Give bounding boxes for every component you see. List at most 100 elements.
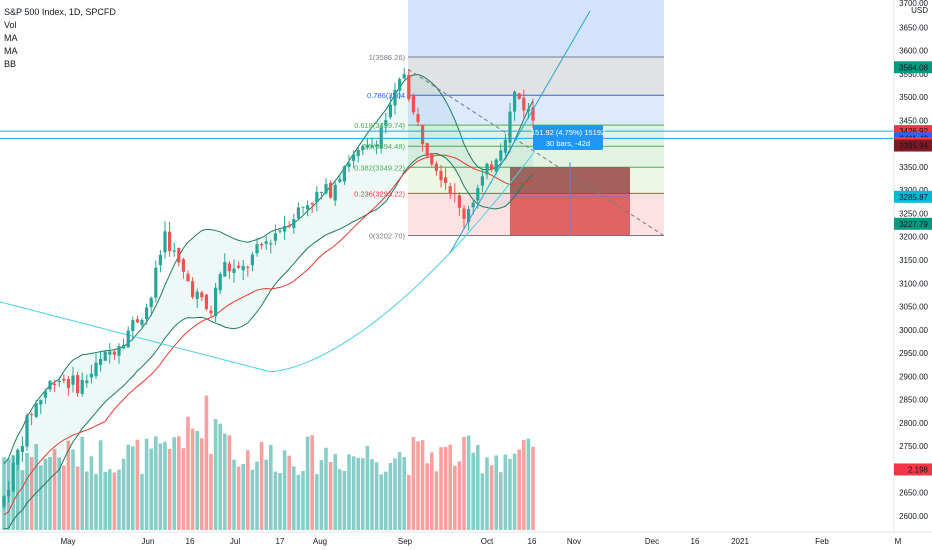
- volume-bar: [71, 449, 75, 530]
- price-tag: 3426.92: [894, 125, 932, 138]
- x-tick-label: 2021: [731, 537, 749, 546]
- candle-body: [140, 319, 144, 326]
- candle-body: [476, 187, 480, 201]
- candle-body: [89, 373, 93, 378]
- y-tick-label: 3650.00: [899, 23, 928, 32]
- indicator-vol[interactable]: Vol: [4, 20, 17, 30]
- bb-upper: [3, 73, 534, 465]
- candle-body: [264, 241, 268, 244]
- price-tags: 3564.083426.923411.423400.873395.943285.…: [894, 61, 932, 476]
- volume-bar: [517, 449, 521, 530]
- volume-bar: [494, 455, 498, 530]
- indicator-bb[interactable]: BB: [4, 59, 17, 69]
- candle-body: [94, 362, 98, 377]
- volume-bar: [121, 458, 126, 530]
- candle-body: [467, 209, 471, 223]
- fib-label: 1(3586.26): [369, 53, 406, 62]
- candle-body: [181, 259, 185, 272]
- candle-body: [517, 93, 521, 99]
- price-tag-text: 3426.92: [899, 127, 928, 136]
- volume-bar: [43, 458, 48, 530]
- y-tick-label: 3450.00: [899, 116, 928, 125]
- y-tick-label: 2850.00: [899, 396, 928, 405]
- volume-bar: [25, 452, 29, 530]
- fib-diagonal[interactable]: [407, 68, 665, 237]
- candle-body: [439, 170, 443, 181]
- candle-body: [444, 177, 448, 184]
- volume-bar: [384, 471, 388, 530]
- candle-body: [375, 144, 379, 147]
- volume-bar: [499, 472, 503, 530]
- volume-bar: [324, 447, 328, 530]
- candle-body: [485, 163, 489, 175]
- volume-bar: [213, 418, 218, 530]
- candle-body: [453, 193, 457, 195]
- candle-body: [241, 265, 245, 271]
- candle-body: [283, 225, 287, 232]
- volume-bar: [250, 469, 255, 530]
- y-tick-label: 3050.00: [899, 303, 928, 312]
- candle-body: [531, 107, 535, 121]
- price-tag-text: 3564.08: [899, 63, 928, 72]
- volume-bar: [94, 474, 98, 530]
- x-tick-label: Sep: [398, 537, 413, 546]
- y-tick-label: 3100.00: [899, 279, 928, 288]
- volume-bar: [181, 448, 186, 530]
- x-tick-label: May: [60, 537, 75, 546]
- volume-bar: [273, 471, 278, 530]
- candle-body: [135, 319, 139, 323]
- currency-label: USD: [911, 6, 928, 15]
- y-tick-label: 3300.00: [899, 186, 928, 195]
- candle-body: [172, 250, 176, 252]
- candle-body: [177, 247, 181, 263]
- candle-body: [508, 111, 512, 143]
- candle-body: [430, 153, 434, 165]
- volume-bar: [338, 469, 342, 530]
- candle-body: [48, 381, 52, 390]
- candle-body: [30, 414, 34, 416]
- candle-body: [20, 446, 24, 452]
- candle-body: [195, 291, 199, 299]
- volume-bar: [365, 445, 370, 530]
- volume-bar: [393, 458, 397, 530]
- volume-bar: [255, 461, 259, 530]
- volume-bar: [453, 465, 457, 530]
- volume-bar: [112, 472, 117, 530]
- volume-bar: [167, 448, 172, 530]
- volume-bar: [402, 457, 406, 530]
- indicator-ma-1[interactable]: MA: [4, 33, 18, 43]
- volume-bar: [186, 416, 190, 530]
- candle-body: [168, 231, 172, 252]
- candle-body: [34, 403, 38, 417]
- price-tag-text: 3227.79: [899, 220, 928, 229]
- y-tick-label: 2750.00: [899, 442, 928, 451]
- volume-bar: [292, 466, 296, 530]
- volume-bar: [98, 440, 103, 530]
- price-tag: 3395.94: [894, 139, 932, 152]
- indicator-ma-2[interactable]: MA: [4, 46, 18, 56]
- trend-line[interactable]: [449, 10, 591, 254]
- volume-bar: [80, 436, 84, 530]
- symbol-title[interactable]: S&P 500 Index, 1D, SPCFD: [4, 7, 116, 17]
- fib-label: 0.382(3349.22): [354, 163, 405, 172]
- candle-body: [471, 202, 475, 208]
- volume-bar: [140, 473, 144, 530]
- volume-bar: [34, 444, 38, 530]
- volume-bar: [388, 462, 393, 530]
- price-tag: 3285.87: [894, 190, 932, 203]
- candle-body: [145, 307, 149, 320]
- candle-body: [292, 219, 296, 229]
- price-tag-text: 3395.94: [899, 142, 928, 151]
- candle-body: [370, 145, 374, 148]
- volume-bar: [448, 444, 452, 530]
- candlesticks: [2, 67, 535, 510]
- volume-bar: [342, 470, 347, 530]
- candle-body: [149, 297, 153, 308]
- candle-body: [421, 124, 425, 145]
- fib-zone-0: [408, 0, 664, 57]
- candle-body: [347, 163, 351, 167]
- x-tick-label: Dec: [645, 537, 659, 546]
- candle-body: [329, 182, 333, 198]
- candle-body: [522, 97, 526, 111]
